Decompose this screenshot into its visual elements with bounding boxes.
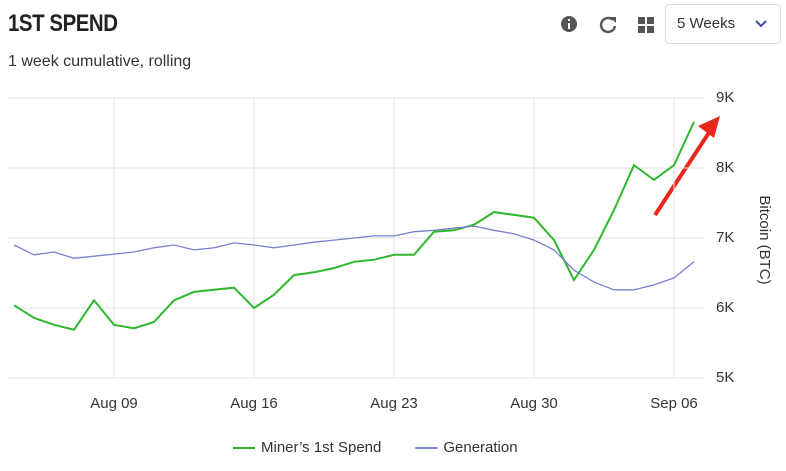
y-tick-label: 8K — [716, 159, 734, 176]
toolbar-icons — [561, 16, 654, 34]
legend-label: Generation — [443, 439, 517, 456]
x-tick-label: Aug 30 — [510, 395, 558, 412]
grid-icon[interactable] — [638, 17, 654, 33]
annotation-arrow — [653, 126, 714, 217]
x-tick-label: Aug 16 — [230, 395, 278, 412]
series-line — [13, 225, 695, 291]
y-tick-label: 9K — [716, 89, 734, 106]
y-axis-title: Bitcoin (BTC) — [756, 195, 773, 284]
x-tick-label: Sep 06 — [650, 395, 698, 412]
range-dropdown[interactable]: 5 Weeks — [665, 4, 781, 44]
info-icon[interactable] — [561, 16, 577, 32]
annotation-arrowhead — [698, 116, 720, 138]
range-label: 5 Weeks — [677, 15, 736, 32]
y-tick-label: 5K — [716, 369, 734, 386]
y-tick-label: 6K — [716, 299, 734, 316]
chart-title: 1ST SPEND — [8, 10, 118, 37]
chart-subtitle: 1 week cumulative, rolling — [8, 53, 192, 70]
x-tick-label: Aug 23 — [370, 395, 418, 412]
x-tick-label: Aug 09 — [90, 395, 138, 412]
y-tick-label: 7K — [716, 229, 734, 246]
refresh-icon[interactable] — [599, 16, 617, 34]
series-line — [13, 121, 695, 331]
legend-label: Miner’s 1st Spend — [261, 439, 381, 456]
chevron — [755, 20, 767, 28]
